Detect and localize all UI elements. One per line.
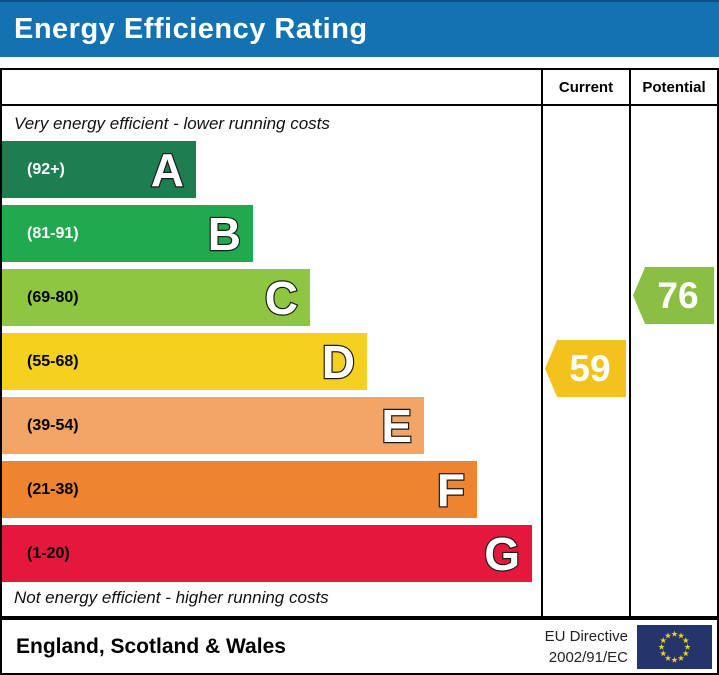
band-row-a: (92+) A: [2, 141, 541, 198]
band-range-label: (69-80): [27, 288, 79, 306]
band-range-label: (55-68): [27, 352, 79, 370]
rating-table: Current Potential Very energy efficient …: [0, 68, 719, 618]
band-bar-g: (1-20) G: [2, 525, 532, 582]
band-letter: D: [321, 335, 357, 388]
band-bar-c: (69-80) C: [2, 269, 310, 326]
footer-bar: England, Scotland & Wales EU Directive 2…: [0, 618, 719, 675]
current-rating-value: 59: [569, 347, 611, 389]
title-bar: Energy Efficiency Rating: [0, 0, 719, 57]
eu-directive-line2: 2002/91/EC: [548, 648, 628, 666]
spacer: [0, 57, 719, 68]
band-letter: C: [264, 271, 300, 324]
band-row-d: (55-68) D: [2, 333, 541, 390]
potential-rating-value: 76: [657, 274, 699, 316]
band-row-b: (81-91) B: [2, 205, 541, 262]
potential-rating-tag: 76: [633, 267, 714, 324]
band-letter: A: [150, 143, 186, 196]
band-range-label: (39-54): [27, 416, 79, 434]
eu-directive-label: EU Directive 2002/91/EC: [545, 626, 628, 668]
current-rating-tag: 59: [545, 340, 626, 397]
band-bar-a: (92+) A: [2, 141, 196, 198]
band-bar-b: (81-91) B: [2, 205, 253, 262]
potential-column: 76: [629, 106, 717, 616]
current-column: 59: [541, 106, 629, 616]
band-letter: B: [207, 207, 243, 260]
header-blank-cell: [2, 70, 541, 106]
bottom-note: Not energy efficient - higher running co…: [14, 588, 329, 607]
band-row-c: (69-80) C: [2, 269, 541, 326]
band-row-e: (39-54) E: [2, 397, 541, 454]
band-chart: Very energy efficient - lower running co…: [2, 106, 541, 616]
band-bar-d: (55-68) D: [2, 333, 367, 390]
band-range-label: (92+): [27, 160, 65, 178]
band-letter: G: [483, 527, 521, 580]
band-row-g: (1-20) G: [2, 525, 541, 582]
footer-region-label: England, Scotland & Wales: [16, 634, 286, 658]
band-range-label: (81-91): [27, 224, 79, 242]
band-letter: F: [436, 463, 467, 516]
header-potential: Potential: [629, 70, 717, 106]
band-bar-f: (21-38) F: [2, 461, 477, 518]
band-range-label: (21-38): [27, 480, 79, 498]
eu-flag-icon: [637, 624, 712, 669]
page-title: Energy Efficiency Rating: [14, 13, 368, 45]
band-range-label: (1-20): [27, 544, 70, 562]
band-bar-e: (39-54) E: [2, 397, 424, 454]
eu-directive-line1: EU Directive: [544, 627, 628, 645]
header-current: Current: [541, 70, 629, 106]
band-row-f: (21-38) F: [2, 461, 541, 518]
band-letter: E: [380, 399, 413, 452]
top-note: Very energy efficient - lower running co…: [14, 113, 330, 133]
